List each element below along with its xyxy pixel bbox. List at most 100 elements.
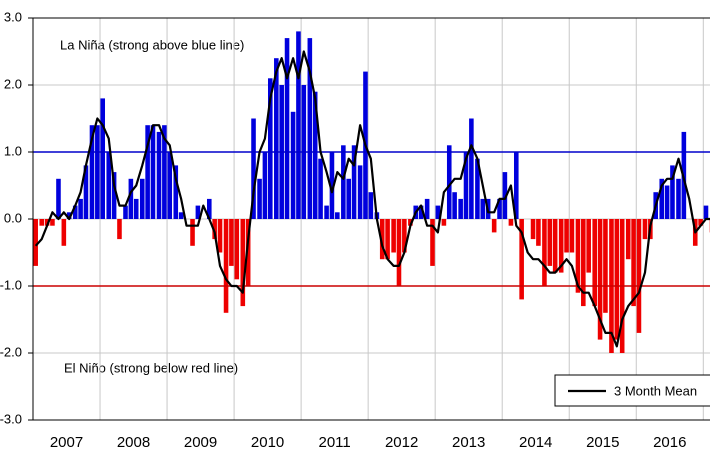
annotation: El Niño (strong below red line): [64, 360, 238, 375]
x-tick-label: 2010: [251, 434, 284, 451]
bar: [458, 198, 463, 219]
bar: [78, 198, 83, 219]
annotation: La Niña (strong above blue line): [60, 37, 244, 52]
bar: [586, 219, 591, 273]
y-tick-label: -1.0: [0, 277, 22, 292]
bar: [89, 125, 95, 219]
bar: [385, 219, 390, 260]
bar: [106, 152, 112, 219]
bar: [128, 178, 134, 219]
bar: [117, 219, 122, 240]
bar: [463, 152, 469, 219]
bar: [446, 145, 452, 219]
bar: [33, 219, 38, 266]
bar: [245, 219, 251, 286]
x-tick-label: 2007: [50, 434, 83, 451]
bar: [50, 219, 55, 226]
bar: [267, 78, 273, 219]
x-tick-label: 2009: [184, 434, 217, 451]
bar: [290, 111, 296, 219]
bar: [123, 205, 128, 219]
y-tick-label: 0.0: [4, 210, 22, 225]
bar: [284, 38, 290, 219]
bar: [530, 219, 536, 240]
bar: [100, 98, 106, 219]
bar: [341, 145, 346, 219]
bar: [223, 219, 229, 313]
bar: [391, 219, 396, 253]
y-tick-label: 3.0: [4, 9, 22, 24]
bar: [162, 125, 167, 219]
bar: [190, 219, 195, 246]
bar: [597, 219, 603, 340]
bar: [475, 158, 480, 219]
bar: [44, 219, 50, 226]
bar: [569, 219, 575, 253]
bar: [581, 219, 586, 307]
bar: [195, 205, 201, 219]
bar: [145, 125, 150, 219]
bar: [513, 152, 519, 219]
bar: [480, 198, 486, 219]
x-tick-label: 2014: [519, 434, 552, 451]
bar: [357, 165, 363, 219]
bar: [346, 178, 352, 219]
bar: [502, 172, 508, 219]
bar: [625, 219, 631, 260]
bar: [206, 198, 212, 219]
bar: [72, 205, 78, 219]
bar: [542, 219, 547, 286]
bar: [178, 212, 184, 219]
bar: [139, 178, 145, 219]
bar: [156, 131, 162, 219]
bar: [642, 219, 648, 240]
bar: [229, 219, 234, 266]
bar: [519, 219, 524, 300]
bar: [167, 152, 173, 219]
bar: [659, 178, 665, 219]
bar: [251, 118, 256, 219]
bar: [441, 219, 447, 226]
bar: [240, 219, 246, 307]
bar: [329, 152, 335, 219]
bar: [296, 31, 301, 220]
bar: [61, 219, 67, 246]
bar: [497, 198, 502, 219]
bar: [703, 205, 709, 219]
bar: [408, 219, 413, 226]
bar: [274, 58, 279, 220]
bar: [435, 205, 441, 219]
bar: [234, 219, 240, 280]
bar: [39, 219, 45, 226]
bar: [424, 198, 430, 219]
bar: [603, 219, 608, 313]
y-tick-label: -3.0: [0, 411, 22, 426]
bar: [396, 219, 402, 286]
legend-label: 3 Month Mean: [614, 383, 697, 398]
bar: [558, 219, 564, 273]
bar: [111, 172, 117, 219]
bar: [133, 198, 139, 219]
x-tick-label: 2016: [653, 434, 686, 451]
bar: [307, 38, 313, 219]
bar: [664, 185, 670, 219]
bar: [575, 219, 581, 293]
bar: [173, 165, 179, 219]
bar: [636, 219, 642, 333]
bar: [508, 219, 514, 226]
bar: [262, 152, 268, 219]
bar: [150, 125, 156, 219]
x-tick-label: 2008: [117, 434, 150, 451]
bar: [95, 125, 100, 219]
bar: [312, 91, 318, 219]
y-tick-label: -2.0: [0, 344, 22, 359]
bar: [614, 219, 620, 340]
bar: [368, 192, 374, 219]
y-tick-label: 1.0: [4, 143, 22, 158]
y-tick-label: 2.0: [4, 76, 22, 91]
x-tick-label: 2013: [452, 434, 485, 451]
bar: [469, 118, 474, 219]
bar: [351, 145, 357, 219]
bar: [418, 205, 424, 219]
